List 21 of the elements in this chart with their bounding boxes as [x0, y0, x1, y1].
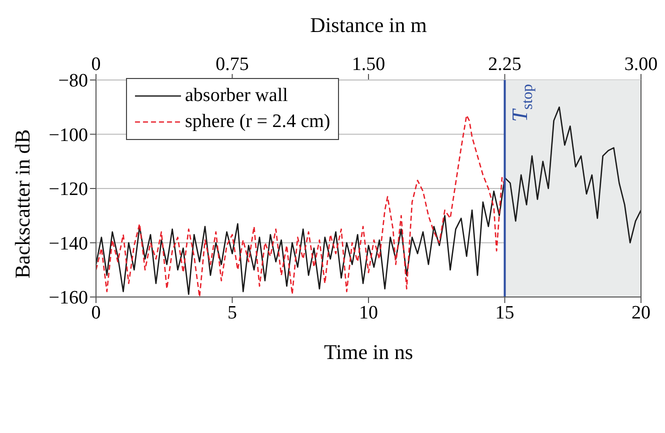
x2-tick-label: 0.75 [216, 54, 249, 75]
x-tick-label: 5 [228, 302, 237, 324]
x-axis-title: Time in ns [324, 340, 414, 364]
x2-tick-label: 0 [91, 54, 101, 75]
y-tick-label: −120 [48, 179, 88, 200]
x-tick-label: 0 [91, 302, 101, 324]
x-tick-label: 10 [359, 302, 378, 324]
y-tick-label: −140 [48, 233, 88, 254]
y-tick-label: −100 [48, 124, 88, 146]
legend-label: sphere (r = 2.4 cm) [185, 110, 330, 134]
x2-axis-title: Distance in m [310, 13, 427, 37]
legend-label: absorber wall [185, 84, 288, 108]
x-tick-label: 15 [495, 302, 514, 324]
x2-tick-label: 1.50 [352, 54, 386, 75]
y-axis-title: Backscatter in dB [10, 129, 34, 278]
x-tick-label: 20 [632, 302, 650, 324]
line-series [96, 114, 506, 297]
x2-tick-label: 3.00 [624, 54, 658, 75]
y-tick-label: −160 [48, 288, 88, 309]
x2-tick-label: 2.25 [488, 54, 522, 75]
y-tick-label: −80 [58, 70, 88, 92]
